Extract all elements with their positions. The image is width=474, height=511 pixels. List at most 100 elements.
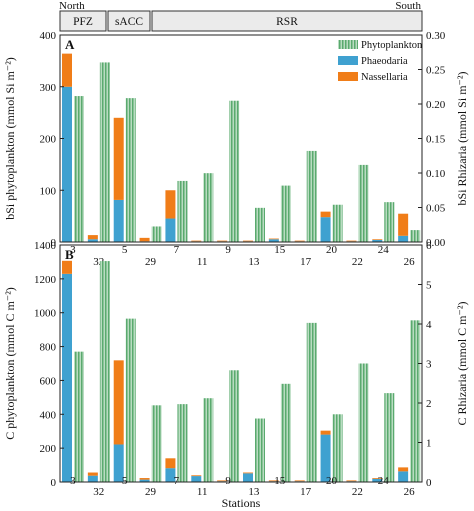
x-tick-label: 32 [93, 486, 104, 498]
bar-nassellaria-9 [217, 240, 228, 242]
x-tick-label: 5 [122, 475, 128, 487]
bar-phaeodaria-20 [320, 434, 331, 482]
bar-phytoplankton-29 [151, 405, 162, 482]
y-left-tick-label: 600 [40, 375, 57, 387]
y-right-tick-label: 0.00 [426, 237, 446, 249]
x-tick-label: 3 [70, 244, 76, 256]
panel-b: 0200400600800100012001400012345633252971… [3, 240, 469, 498]
bar-phaeodaria-5 [113, 444, 124, 482]
bar-phaeodaria-7 [165, 468, 176, 482]
x-tick-label: 15 [274, 244, 286, 256]
bar-phytoplankton-11 [203, 398, 214, 482]
x-tick-label: 9 [225, 475, 231, 487]
y-left-tick-label: 300 [40, 82, 57, 94]
legend: Phytoplankton Phaeodaria Nassellaria [338, 40, 423, 83]
bar-phytoplankton-20 [332, 204, 343, 242]
bar-phytoplankton-7 [177, 404, 188, 482]
x-tick-label: 22 [352, 486, 363, 498]
bar-phaeodaria-3 [62, 86, 72, 242]
y-right-tick-label: 0 [426, 477, 432, 489]
x-tick-label: 29 [145, 486, 157, 498]
bar-nassellaria-7 [165, 190, 176, 219]
bar-phaeodaria-15 [268, 239, 279, 242]
y-right-tick-label: 3 [426, 359, 432, 371]
x-tick-label: 11 [197, 256, 208, 268]
bar-nassellaria-11 [191, 240, 202, 242]
bar-nassellaria-32 [87, 235, 98, 240]
y-right-tick-label: 0.25 [426, 65, 446, 77]
bar-phytoplankton-7 [177, 180, 188, 242]
bar-phytoplankton-9 [229, 100, 240, 242]
bar-nassellaria-15 [268, 238, 279, 240]
y-left-tick-label: 200 [40, 443, 57, 455]
region-sacc-label: sACC [115, 16, 143, 28]
bar-nassellaria-11 [191, 475, 202, 477]
y-left-tick-label: 100 [40, 185, 57, 197]
x-tick-label: 32 [93, 256, 104, 268]
y-left-tick-label: 400 [40, 30, 57, 42]
legend-swatch-phaeodaria [338, 56, 358, 65]
bar-nassellaria-29 [139, 237, 150, 242]
bar-phytoplankton-22 [358, 363, 369, 482]
y-left-tick-label: 400 [40, 409, 57, 421]
x-tick-label: 29 [145, 256, 157, 268]
x-tick-label: 5 [122, 244, 128, 256]
bar-phytoplankton-11 [203, 173, 214, 242]
bar-nassellaria-24 [372, 478, 383, 479]
bar-phytoplankton-24 [384, 202, 395, 242]
y-left-tick-label: 0 [51, 237, 57, 249]
x-tick-label: 17 [300, 256, 312, 268]
x-tick-label: 26 [404, 256, 416, 268]
bar-nassellaria-17 [294, 240, 305, 242]
y-right-tick-label: 5 [426, 280, 432, 292]
y-right-tick-label: 4 [426, 319, 432, 331]
bar-phaeodaria-24 [372, 239, 383, 242]
south-label: South [395, 0, 421, 12]
bar-nassellaria-29 [139, 478, 150, 480]
bar-phytoplankton-3 [74, 351, 84, 482]
bar-nassellaria-7 [165, 458, 176, 469]
x-tick-label: 20 [326, 475, 338, 487]
bar-phytoplankton-13 [255, 418, 265, 482]
bar-nassellaria-3 [62, 260, 72, 274]
x-axis-label: Stations [222, 496, 261, 510]
bar-phaeodaria-32 [87, 475, 98, 482]
y-left-tick-label: 1400 [34, 240, 57, 252]
region-sacc-box [107, 10, 151, 32]
bar-phaeodaria-26 [398, 235, 409, 242]
x-tick-label: 7 [174, 475, 180, 487]
bar-nassellaria-3 [62, 53, 72, 87]
y-right-tick-label: 2 [426, 398, 432, 410]
bar-phaeodaria-26 [398, 471, 409, 482]
y-left-tick-label: 800 [40, 342, 57, 354]
bar-phytoplankton-17 [306, 322, 317, 482]
y-right-axis-label: bSi Rhizaria (mmol Si m⁻²) [455, 72, 469, 206]
bar-phytoplankton-22 [358, 164, 369, 242]
bar-phytoplankton-20 [332, 414, 343, 482]
bar-phaeodaria-7 [165, 218, 176, 242]
x-tick-label: 17 [300, 486, 312, 498]
region-pfz-box [59, 10, 107, 32]
bar-nassellaria-24 [372, 239, 383, 240]
x-tick-label: 3 [70, 475, 76, 487]
y-right-axis-label: C Rhizaria (mmol C m⁻²) [455, 302, 469, 426]
bar-nassellaria-13 [243, 240, 253, 242]
north-label: North [59, 0, 85, 12]
x-tick-label: 13 [248, 486, 260, 498]
bar-nassellaria-17 [294, 480, 305, 482]
bar-nassellaria-26 [398, 467, 409, 472]
region-pfz-label: PFZ [73, 16, 93, 28]
bar-phytoplankton-3 [74, 96, 84, 242]
bar-phytoplankton-5 [125, 318, 136, 482]
bar-phytoplankton-17 [306, 150, 317, 242]
x-tick-label: 26 [404, 486, 416, 498]
bar-nassellaria-9 [217, 480, 228, 482]
y-left-tick-label: 200 [40, 134, 57, 146]
y-right-tick-label: 0.30 [426, 30, 446, 42]
panel-a: 0 100 200 300 400 0.00 0.05 0.10 0.15 0.20 0.25 0.3… [3, 30, 469, 268]
bar-phaeodaria-24 [372, 478, 383, 482]
bar-phaeodaria-11 [191, 476, 202, 482]
bar-nassellaria-13 [243, 472, 253, 474]
y-right-tick-label: 0.20 [426, 99, 446, 111]
